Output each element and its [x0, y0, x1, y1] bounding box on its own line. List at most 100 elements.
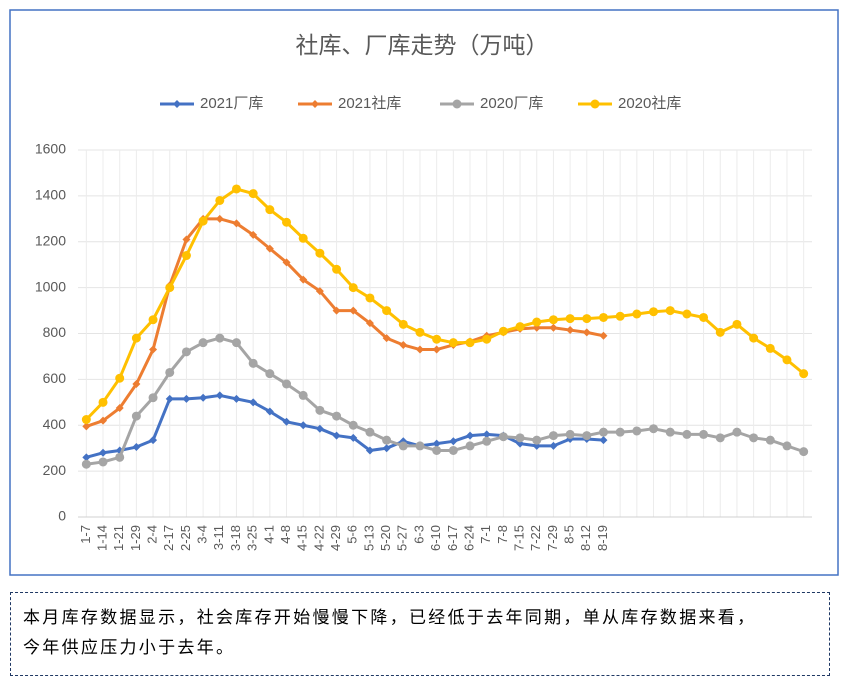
x-tick-label: 2-25 — [178, 525, 193, 551]
data-point — [382, 435, 392, 445]
data-point — [466, 431, 475, 440]
data-point — [365, 293, 375, 303]
data-point — [765, 435, 775, 445]
data-point — [265, 407, 274, 416]
data-point — [315, 424, 324, 433]
data-point — [598, 427, 608, 437]
data-point — [165, 367, 175, 377]
data-point — [732, 427, 742, 437]
data-point — [582, 431, 592, 441]
data-point — [81, 459, 91, 469]
data-point — [315, 405, 325, 415]
data-point — [282, 417, 291, 426]
x-tick-label: 4-15 — [295, 525, 310, 551]
data-point — [649, 424, 659, 434]
data-point — [215, 214, 224, 223]
x-tick-label: 5-20 — [378, 525, 393, 551]
y-tick-label: 0 — [58, 508, 66, 524]
data-point — [148, 393, 158, 403]
y-tick-label: 1000 — [35, 278, 66, 294]
data-point — [749, 433, 759, 443]
data-point — [448, 445, 458, 455]
data-point — [332, 431, 341, 440]
legend-label: 2021厂库 — [200, 95, 263, 112]
x-tick-label: 3-18 — [228, 525, 243, 551]
data-point — [365, 427, 375, 437]
data-point — [315, 287, 324, 296]
data-point — [665, 427, 675, 437]
data-point — [699, 312, 709, 322]
data-point — [782, 355, 792, 365]
x-tick-label: 6-24 — [461, 525, 476, 551]
data-point — [332, 411, 342, 421]
data-point — [198, 216, 208, 226]
y-tick-label: 1600 — [35, 141, 66, 157]
x-tick-label: 4-22 — [311, 525, 326, 551]
x-tick-label: 7-22 — [528, 525, 543, 551]
data-point — [115, 452, 125, 462]
data-point — [131, 333, 141, 343]
data-point — [415, 345, 424, 354]
chart-title: 社库、厂库走势（万吨） — [296, 32, 549, 58]
data-point — [215, 333, 225, 343]
data-point — [182, 394, 191, 403]
data-point — [215, 391, 224, 400]
data-point — [749, 333, 759, 343]
data-point — [565, 429, 575, 439]
x-tick-label: 5-27 — [395, 525, 410, 551]
data-point — [249, 398, 258, 407]
data-point — [799, 369, 809, 379]
data-point — [615, 311, 625, 321]
data-point — [582, 328, 591, 337]
data-point — [399, 340, 408, 349]
data-point — [782, 441, 792, 451]
data-point — [682, 309, 692, 319]
data-point — [248, 358, 258, 368]
legend-label: 2020厂库 — [480, 95, 543, 112]
x-tick-label: 7-1 — [478, 525, 493, 544]
note-box: 本月库存数据显示，社会库存开始慢慢下降，已经低于去年同期，单从库存数据来看， 今… — [10, 592, 830, 676]
data-point — [165, 394, 174, 403]
y-tick-label: 1400 — [35, 187, 66, 203]
x-tick-label: 8-12 — [578, 525, 593, 551]
legend-marker — [452, 99, 462, 109]
note-line: 今年供应压力小于去年。 — [23, 638, 236, 657]
data-point — [548, 431, 558, 441]
y-tick-label: 600 — [43, 370, 67, 386]
x-tick-label: 8-19 — [595, 525, 610, 551]
x-tick-label: 5-13 — [361, 525, 376, 551]
data-point — [632, 426, 642, 436]
x-tick-label: 6-3 — [411, 525, 426, 544]
data-point — [548, 315, 558, 325]
y-tick-label: 800 — [43, 324, 67, 340]
data-point — [99, 416, 108, 425]
data-point — [165, 283, 175, 293]
x-tick-label: 7-15 — [512, 525, 527, 551]
data-point — [432, 345, 441, 354]
data-point — [231, 184, 241, 194]
data-point — [432, 445, 442, 455]
data-point — [115, 373, 125, 383]
data-point — [349, 306, 358, 315]
x-tick-label: 3-25 — [245, 525, 260, 551]
x-tick-label: 6-10 — [428, 525, 443, 551]
x-tick-label: 5-6 — [345, 525, 360, 544]
data-point — [415, 441, 425, 451]
data-point — [449, 437, 458, 446]
data-point — [248, 189, 258, 199]
data-point — [348, 420, 358, 430]
data-point — [515, 322, 525, 332]
data-point — [465, 338, 475, 348]
data-point — [181, 347, 191, 357]
data-point — [349, 433, 358, 442]
data-point — [282, 258, 291, 267]
legend-marker — [590, 99, 600, 109]
data-point — [515, 433, 525, 443]
x-tick-label: 4-1 — [261, 525, 276, 544]
data-point — [599, 436, 608, 445]
x-tick-label: 1-7 — [78, 525, 93, 544]
data-point — [148, 315, 158, 325]
data-point — [432, 334, 442, 344]
data-point — [332, 264, 342, 274]
